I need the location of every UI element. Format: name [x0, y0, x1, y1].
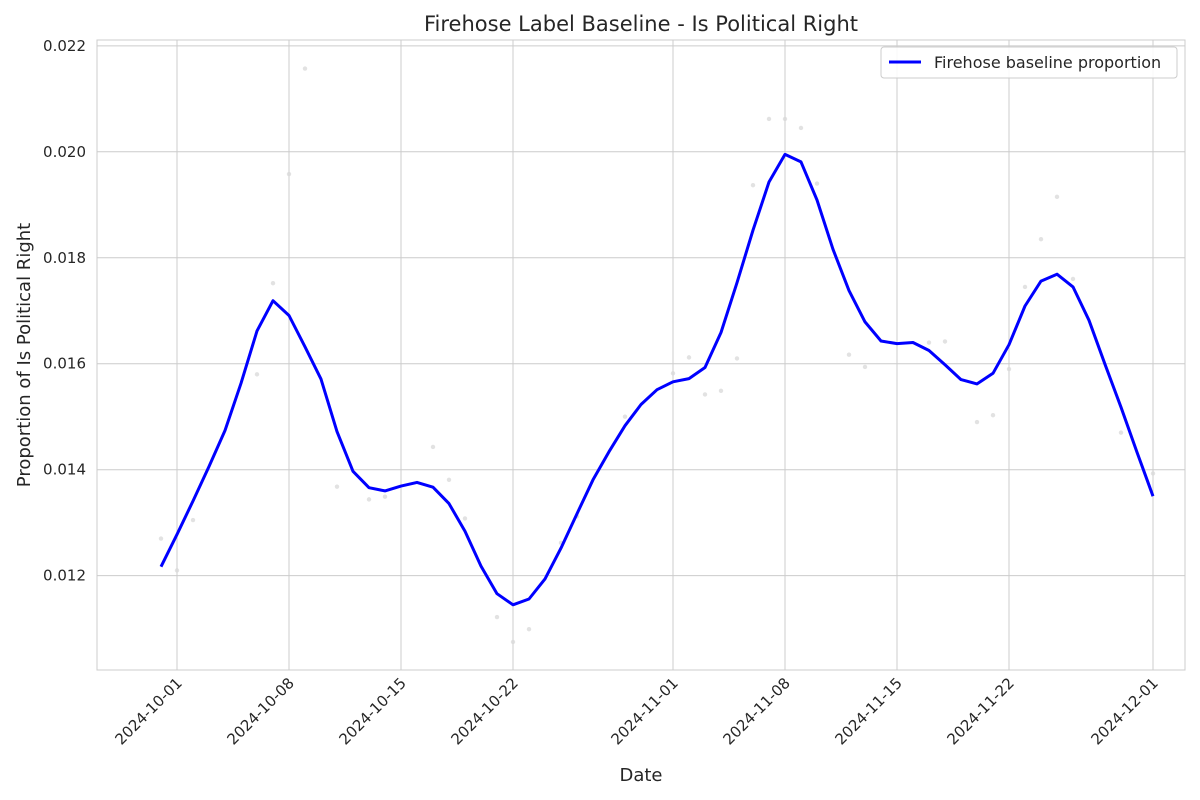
raw-point: [1070, 276, 1076, 282]
raw-point: [366, 497, 372, 502]
raw-point: [974, 419, 980, 425]
x-tick-label: 2024-10-01: [111, 674, 185, 748]
raw-point: [862, 364, 868, 370]
raw-point: [686, 355, 692, 360]
x-tick-label: 2024-11-08: [719, 674, 793, 748]
raw-point: [302, 66, 308, 71]
x-axis-label: Date: [619, 765, 662, 786]
series-line: [159, 152, 1155, 607]
raw-point: [174, 568, 180, 573]
y-tick-label: 0.012: [43, 567, 86, 585]
raw-point: [670, 371, 676, 376]
raw-point: [430, 444, 436, 450]
raw-point: [926, 340, 932, 345]
y-tick-label: 0.020: [43, 143, 86, 161]
x-tick-label: 2024-12-01: [1087, 674, 1161, 748]
raw-point: [190, 517, 196, 523]
y-axis-label: Proportion of Is Political Right: [14, 223, 35, 487]
raw-point: [798, 125, 804, 131]
raw-point: [334, 484, 340, 489]
chart-title: Firehose Label Baseline - Is Political R…: [424, 12, 858, 36]
raw-point: [446, 477, 452, 482]
raw-point: [782, 116, 788, 122]
x-tick-label: 2024-10-15: [335, 674, 409, 748]
raw-point: [1054, 194, 1060, 200]
raw-point: [462, 516, 468, 521]
raw-point: [1118, 430, 1124, 435]
raw-point: [270, 281, 276, 286]
grid: [97, 40, 1185, 670]
legend: Firehose baseline proportion: [880, 46, 1178, 79]
y-tick-label: 0.018: [43, 249, 86, 267]
plot-frame: [96, 39, 1186, 671]
raw-point: [1150, 471, 1156, 476]
raw-point: [734, 356, 740, 361]
y-tick-label: 0.016: [43, 355, 86, 373]
raw-point: [1022, 284, 1028, 290]
raw-point: [510, 639, 516, 645]
raw-point: [766, 116, 772, 122]
raw-point: [702, 392, 708, 397]
legend-label: Firehose baseline proportion: [934, 53, 1161, 72]
raw-point: [254, 372, 260, 377]
x-tick-label: 2024-10-22: [447, 674, 521, 748]
raw-point: [1006, 366, 1012, 372]
raw-point: [846, 352, 852, 357]
y-tick-label: 0.022: [43, 37, 86, 55]
x-tick-label: 2024-11-01: [607, 674, 681, 748]
raw-point: [1038, 237, 1044, 242]
raw-point: [286, 171, 292, 177]
y-tick-labels: 0.012 0.014 0.016 0.018 0.020 0.022: [43, 37, 86, 585]
series-lines: [159, 152, 1155, 607]
raw-point: [382, 494, 388, 499]
raw-point: [158, 536, 164, 541]
raw-point: [494, 614, 500, 620]
raw-point: [750, 182, 756, 188]
x-tick-labels: 2024-10-01 2024-10-08 2024-10-15 2024-10-22…: [111, 674, 1161, 748]
x-tick-label: 2024-11-15: [831, 674, 905, 748]
y-tick-label: 0.014: [43, 461, 86, 479]
x-tick-label: 2024-11-22: [943, 674, 1017, 748]
raw-points: [158, 66, 1156, 645]
raw-point: [814, 181, 820, 186]
legend-box: [880, 46, 1178, 79]
x-tick-label: 2024-10-08: [223, 674, 297, 748]
raw-point: [718, 388, 724, 393]
raw-point: [622, 414, 628, 419]
raw-point: [942, 339, 948, 344]
raw-point: [526, 627, 532, 632]
raw-point: [990, 412, 996, 418]
